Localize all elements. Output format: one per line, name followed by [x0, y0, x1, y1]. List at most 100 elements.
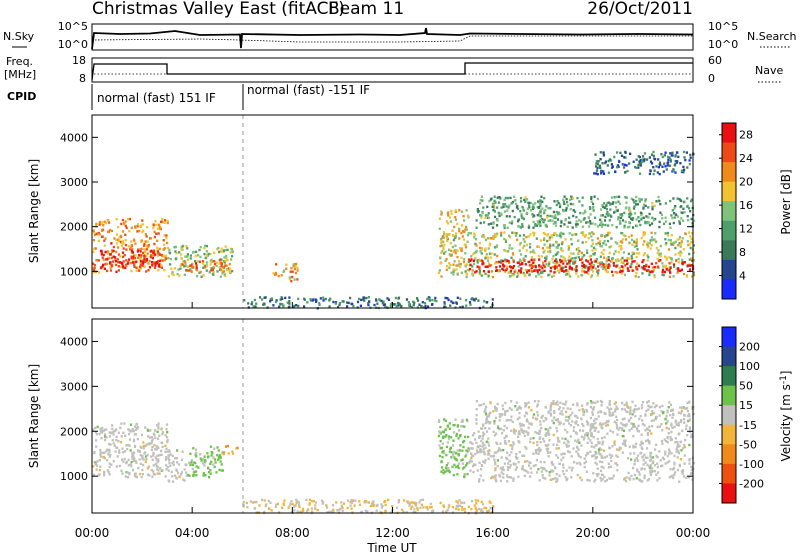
data-cell — [454, 210, 457, 213]
data-cell — [654, 239, 657, 242]
data-cell — [522, 257, 525, 260]
data-cell — [524, 446, 527, 449]
data-cell — [180, 253, 183, 256]
data-cell — [526, 431, 529, 434]
data-cell — [683, 211, 686, 214]
data-cell — [544, 256, 547, 260]
data-cell — [514, 468, 517, 471]
data-cell — [652, 172, 655, 176]
data-cell — [167, 454, 170, 457]
data-cell — [403, 499, 406, 502]
data-cell — [476, 469, 479, 472]
data-cell — [484, 216, 487, 219]
colorbar-swatch — [722, 327, 736, 348]
data-cell — [475, 408, 478, 411]
data-cell — [231, 250, 234, 253]
data-cell — [191, 262, 194, 265]
colorbar-tick-label: -50 — [739, 438, 757, 451]
data-cell — [483, 221, 486, 224]
data-cell — [674, 441, 677, 444]
data-cell — [120, 265, 123, 269]
data-cell — [661, 217, 664, 220]
colorbar-tick-label: -15 — [739, 419, 757, 432]
data-cell — [308, 502, 311, 505]
data-cell — [123, 422, 126, 425]
data-cell — [538, 268, 541, 272]
data-cell — [157, 260, 160, 263]
data-cell — [684, 438, 687, 442]
data-cell — [613, 211, 616, 214]
data-cell — [152, 226, 155, 230]
data-cell — [156, 262, 159, 265]
data-cell — [380, 503, 383, 506]
data-cell — [450, 212, 453, 215]
data-cell — [511, 247, 514, 250]
data-cell — [508, 247, 511, 250]
data-cell — [461, 418, 464, 422]
data-cell — [632, 198, 635, 202]
data-cell — [112, 442, 115, 445]
data-cell — [480, 500, 483, 504]
data-cell — [627, 457, 630, 460]
data-cell — [582, 429, 585, 432]
data-cell — [204, 474, 207, 477]
data-cell — [642, 267, 645, 270]
data-cell — [538, 220, 541, 224]
data-cell — [289, 270, 292, 273]
data-cell — [653, 469, 656, 473]
data-cell — [155, 458, 158, 461]
data-cell — [372, 504, 375, 507]
data-cell — [631, 269, 634, 272]
data-cell — [483, 506, 486, 510]
data-cell — [672, 263, 676, 266]
data-cell — [177, 471, 180, 475]
data-cell — [604, 480, 607, 483]
data-cell — [617, 200, 620, 203]
data-cell — [568, 417, 571, 420]
data-cell — [640, 266, 643, 269]
data-cell — [491, 275, 495, 279]
data-cell — [683, 443, 686, 447]
data-cell — [394, 296, 397, 300]
data-cell — [544, 444, 547, 447]
data-cell — [115, 218, 118, 221]
data-cell — [555, 241, 558, 244]
data-cell — [620, 272, 623, 275]
data-cell — [521, 225, 524, 228]
data-cell — [154, 436, 157, 439]
colorbar-swatch — [722, 181, 736, 202]
data-cell — [212, 273, 215, 276]
data-cell — [683, 454, 686, 457]
data-cell — [622, 251, 625, 254]
data-cell — [472, 464, 475, 468]
data-cell — [254, 305, 257, 308]
data-cell — [153, 235, 156, 239]
data-cell — [572, 429, 575, 432]
data-cell — [653, 275, 656, 279]
data-cell — [492, 208, 495, 212]
data-cell — [111, 265, 114, 268]
data-cell — [125, 264, 128, 267]
data-cell — [210, 460, 213, 464]
data-cell — [380, 299, 383, 303]
data-cell — [112, 249, 115, 253]
data-cell — [99, 453, 102, 456]
data-cell — [615, 426, 619, 430]
data-cell — [452, 268, 455, 271]
data-cell — [308, 498, 312, 502]
data-cell — [526, 207, 529, 210]
data-cell — [311, 499, 314, 503]
data-cell — [590, 263, 593, 266]
data-cell — [523, 454, 526, 457]
data-cell — [292, 264, 295, 267]
data-cell — [589, 275, 593, 279]
data-cell — [218, 250, 221, 254]
data-cell — [561, 269, 564, 272]
data-cell — [657, 259, 660, 263]
data-cell — [667, 238, 670, 242]
data-cell — [661, 404, 664, 408]
data-cell — [506, 418, 509, 422]
data-cell — [590, 426, 593, 430]
data-cell — [456, 473, 459, 476]
data-cell — [566, 477, 569, 480]
